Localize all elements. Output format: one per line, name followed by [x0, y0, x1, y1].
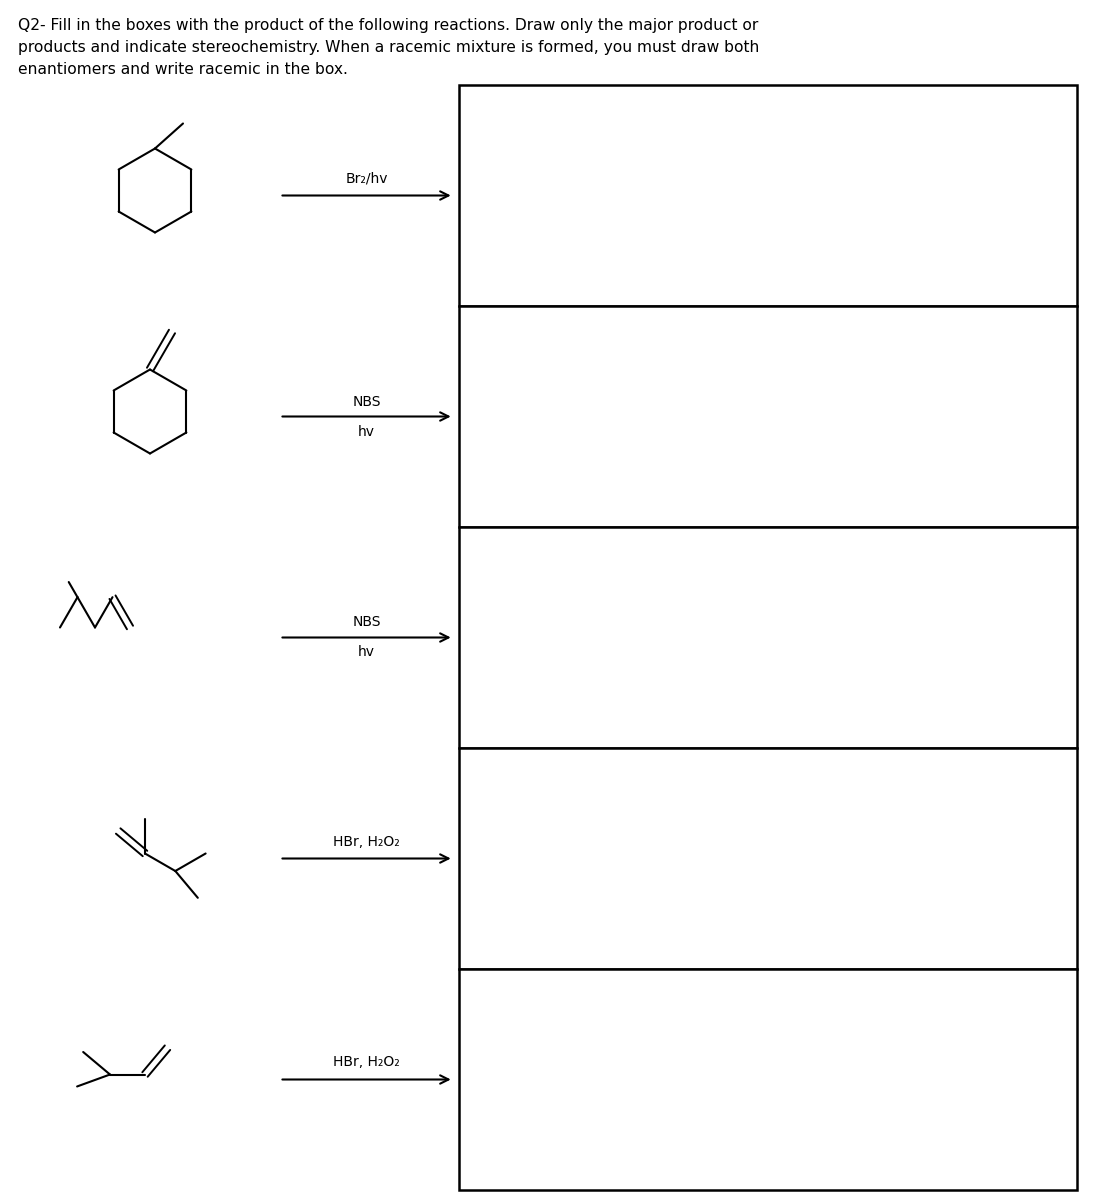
Text: Br₂/hv: Br₂/hv — [346, 172, 388, 186]
Text: products and indicate stereochemistry. When a racemic mixture is formed, you mus: products and indicate stereochemistry. W… — [18, 40, 759, 55]
Text: enantiomers and write racemic in the box.: enantiomers and write racemic in the box… — [18, 62, 348, 77]
Bar — [459, 306, 1077, 527]
Text: HBr, H₂O₂: HBr, H₂O₂ — [334, 834, 400, 848]
Text: HBr, H₂O₂: HBr, H₂O₂ — [334, 1056, 400, 1069]
Text: hv: hv — [358, 646, 375, 660]
Bar — [459, 85, 1077, 306]
Bar — [459, 527, 1077, 748]
Text: NBS: NBS — [352, 395, 381, 408]
Text: hv: hv — [358, 425, 375, 438]
Bar — [459, 970, 1077, 1190]
Bar — [459, 748, 1077, 970]
Text: Q2- Fill in the boxes with the product of the following reactions. Draw only the: Q2- Fill in the boxes with the product o… — [18, 18, 758, 32]
Text: NBS: NBS — [352, 616, 381, 630]
